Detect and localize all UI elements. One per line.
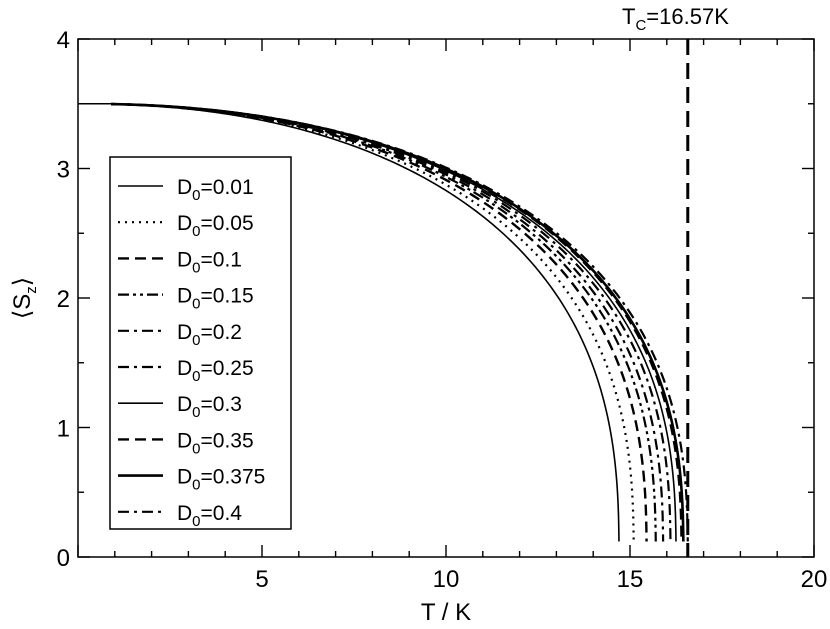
tc-annotation-sub: C [635, 17, 646, 34]
y-tick-label: 4 [57, 27, 70, 54]
y-axis-title: ⟨Sz⟩ [9, 277, 40, 319]
x-tick-label: 20 [801, 566, 828, 593]
legend-label-5: D0=0.2 [177, 321, 242, 349]
tc-annotation-main: T [622, 4, 635, 29]
legend-label-8: D0=0.35 [177, 429, 254, 457]
series-line-2 [111, 103, 635, 542]
legend-label-9: D0=0.375 [177, 466, 265, 494]
x-tick-label: 5 [255, 566, 268, 593]
legend-label-7: D0=0.3 [177, 393, 242, 421]
y-tick-label: 2 [57, 286, 70, 313]
series-line-1 [111, 103, 620, 542]
legend-label-6: D0=0.25 [177, 357, 254, 385]
y-tick-label: 3 [57, 157, 70, 184]
x-axis-title: T / K [421, 599, 471, 626]
y-axis-title-main: ⟨S [9, 294, 36, 319]
y-tick-label: 1 [57, 416, 70, 443]
series-line-10 [111, 102, 689, 542]
axis-tick-labels: 5 10 15 20 0 1 2 3 4 [57, 27, 828, 593]
series-line-5 [111, 102, 665, 542]
y-axis-title-sub: z [23, 286, 40, 294]
tc-annotation: TC=16.57K [622, 4, 729, 34]
x-tick-label: 15 [617, 566, 644, 593]
y-axis-title-close: ⟩ [9, 277, 36, 286]
legend-label-2: D0=0.05 [177, 212, 254, 240]
tc-annotation-rest: =16.57K [646, 4, 729, 29]
svg-text:⟨Sz⟩: ⟨Sz⟩ [9, 277, 40, 319]
series-curves [78, 102, 689, 542]
y-tick-label: 0 [57, 545, 70, 572]
legend-box [109, 156, 292, 530]
legend-label-1: D0=0.01 [177, 176, 254, 204]
legend-label-3: D0=0.1 [177, 248, 242, 276]
legend-label-10: D0=0.4 [177, 502, 242, 530]
series-line-6 [111, 102, 672, 542]
legend: D0=0.01 D0=0.05 D0=0.1 D0=0.15 D0=0.2 D0=0.25… [109, 156, 292, 530]
x-tick-label: 10 [433, 566, 460, 593]
axis-ticks [77, 38, 815, 558]
legend-label-4: D0=0.15 [177, 285, 254, 313]
